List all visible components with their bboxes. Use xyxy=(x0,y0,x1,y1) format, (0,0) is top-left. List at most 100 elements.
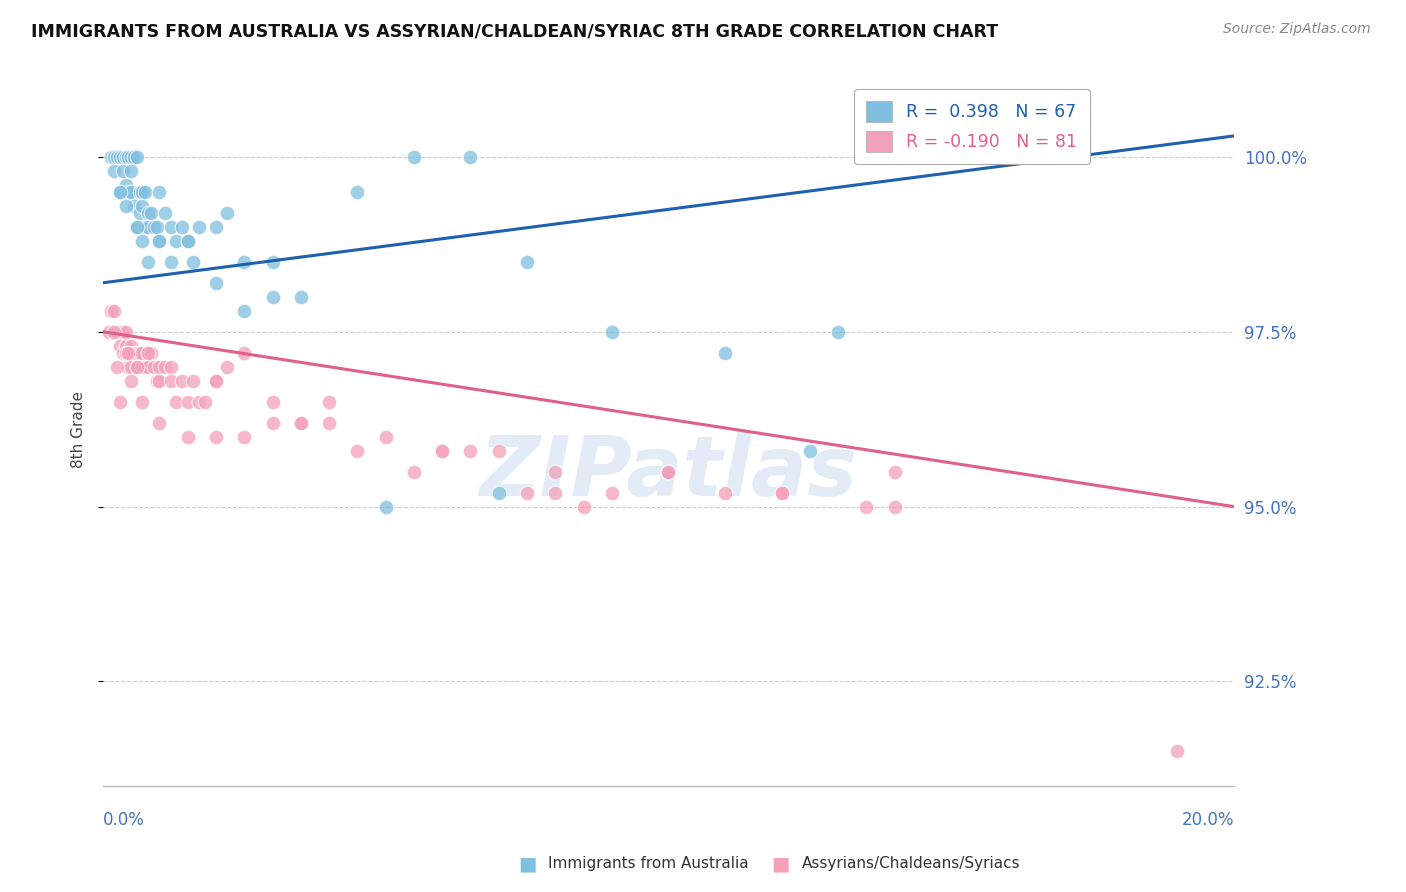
Point xyxy=(139,206,162,220)
Point xyxy=(177,234,200,248)
Point xyxy=(111,164,134,178)
Point xyxy=(136,219,159,234)
Point xyxy=(111,345,134,359)
Point xyxy=(233,255,256,269)
Point xyxy=(125,219,148,234)
Point xyxy=(148,234,170,248)
Point xyxy=(572,500,595,514)
Text: IMMIGRANTS FROM AUSTRALIA VS ASSYRIAN/CHALDEAN/SYRIAC 8TH GRADE CORRELATION CHAR: IMMIGRANTS FROM AUSTRALIA VS ASSYRIAN/CH… xyxy=(31,22,998,40)
Point xyxy=(148,374,170,388)
Point xyxy=(194,394,217,409)
Point xyxy=(600,485,623,500)
Point xyxy=(714,485,737,500)
Y-axis label: 8th Grade: 8th Grade xyxy=(72,392,86,468)
Point xyxy=(770,485,793,500)
Point xyxy=(205,430,228,444)
Point xyxy=(516,485,538,500)
Point xyxy=(128,206,150,220)
Point xyxy=(148,359,170,374)
Point xyxy=(172,219,194,234)
Point xyxy=(159,374,181,388)
Point xyxy=(600,325,623,339)
Point xyxy=(188,394,211,409)
Point xyxy=(488,443,510,458)
Point xyxy=(117,345,139,359)
Point xyxy=(855,500,877,514)
Text: ■: ■ xyxy=(517,854,537,873)
Point xyxy=(148,185,170,199)
Point xyxy=(205,219,228,234)
Text: 20.0%: 20.0% xyxy=(1181,811,1234,829)
Point xyxy=(131,199,153,213)
Point xyxy=(1166,744,1188,758)
Point xyxy=(516,255,538,269)
Point xyxy=(159,359,181,374)
Point xyxy=(188,219,211,234)
Point xyxy=(165,234,187,248)
Point xyxy=(136,359,159,374)
Point xyxy=(183,255,205,269)
Point xyxy=(714,345,737,359)
Point xyxy=(290,416,312,430)
Point xyxy=(128,345,150,359)
Point xyxy=(657,465,679,479)
Point xyxy=(111,325,134,339)
Point xyxy=(177,394,200,409)
Point xyxy=(139,345,162,359)
Text: ZIPatlas: ZIPatlas xyxy=(479,432,858,513)
Point xyxy=(318,416,340,430)
Point xyxy=(544,465,567,479)
Point xyxy=(108,339,131,353)
Point xyxy=(148,416,170,430)
Point xyxy=(134,359,156,374)
Point xyxy=(997,150,1019,164)
Point xyxy=(460,150,482,164)
Point xyxy=(108,325,131,339)
Point xyxy=(883,465,905,479)
Text: 0.0%: 0.0% xyxy=(103,811,145,829)
Point xyxy=(318,394,340,409)
Point xyxy=(290,290,312,304)
Point xyxy=(142,359,165,374)
Point xyxy=(217,206,239,220)
Point xyxy=(346,185,368,199)
Point xyxy=(103,150,125,164)
Point xyxy=(374,500,396,514)
Point xyxy=(108,185,131,199)
Point xyxy=(97,325,120,339)
Point xyxy=(827,325,849,339)
Point xyxy=(105,325,128,339)
Point xyxy=(172,374,194,388)
Point xyxy=(799,443,821,458)
Point xyxy=(233,303,256,318)
Point xyxy=(111,150,134,164)
Point xyxy=(103,325,125,339)
Point xyxy=(108,394,131,409)
Point xyxy=(125,150,148,164)
Point xyxy=(374,430,396,444)
Point xyxy=(402,465,425,479)
Point xyxy=(402,150,425,164)
Point xyxy=(131,234,153,248)
Point xyxy=(460,443,482,458)
Point xyxy=(134,219,156,234)
Point xyxy=(128,185,150,199)
Point xyxy=(125,219,148,234)
Point xyxy=(205,276,228,290)
Point xyxy=(131,345,153,359)
Point xyxy=(114,339,136,353)
Point xyxy=(488,485,510,500)
Point xyxy=(120,374,142,388)
Point xyxy=(159,219,181,234)
Point xyxy=(290,416,312,430)
Point xyxy=(131,394,153,409)
Point xyxy=(153,206,176,220)
Point xyxy=(131,185,153,199)
Point xyxy=(136,255,159,269)
Point xyxy=(657,465,679,479)
Point xyxy=(131,359,153,374)
Text: Immigrants from Australia: Immigrants from Australia xyxy=(548,856,749,871)
Point xyxy=(122,199,145,213)
Point xyxy=(142,219,165,234)
Point xyxy=(883,500,905,514)
